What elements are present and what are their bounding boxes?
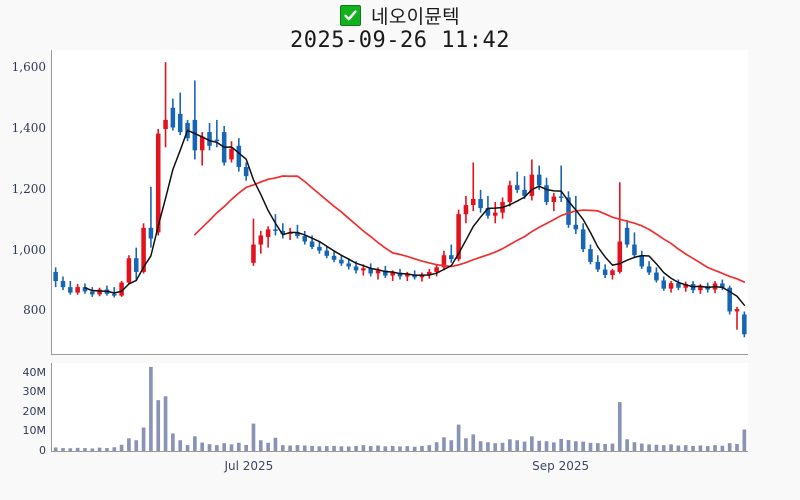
price-tick-label: 1,600 (11, 60, 46, 75)
volume-bars-svg (53, 366, 747, 451)
volume-tick-label: 10M (22, 424, 47, 438)
volume-tick-label: 40M (22, 365, 47, 379)
volume-axis: 40M 30M 20M 10M 0 (0, 0, 47, 500)
page-title: 네오이뮨텍 (371, 6, 460, 28)
volume-tick-label: 20M (22, 404, 47, 418)
x-tick-label: Jul 2025 (224, 459, 274, 473)
title-row: 네오이뮨텍 (0, 2, 800, 29)
check-icon (340, 5, 362, 26)
price-tick-label: 800 (23, 303, 46, 318)
chart-header: 네오이뮨텍 2025-09-26 11:42 (0, 0, 800, 62)
datetime-row: 2025-09-26 11:42 (0, 28, 800, 53)
datetime-label: 2025-09-26 11:42 (290, 28, 510, 53)
volume-chart-plot[interactable] (51, 363, 748, 452)
volume-tick-label: 30M (22, 385, 47, 399)
x-tick-label: Sep 2025 (532, 459, 590, 473)
price-axis: 1,600 1,400 1,200 1,000 800 (0, 0, 46, 500)
price-tick-label: 1,400 (11, 121, 46, 136)
price-tick-label: 1,000 (11, 242, 46, 257)
price-chart-plot[interactable] (51, 50, 748, 355)
price-tick-label: 1,200 (11, 181, 46, 196)
volume-tick-label: 0 (39, 444, 46, 457)
price-candlestick-svg (53, 62, 747, 338)
